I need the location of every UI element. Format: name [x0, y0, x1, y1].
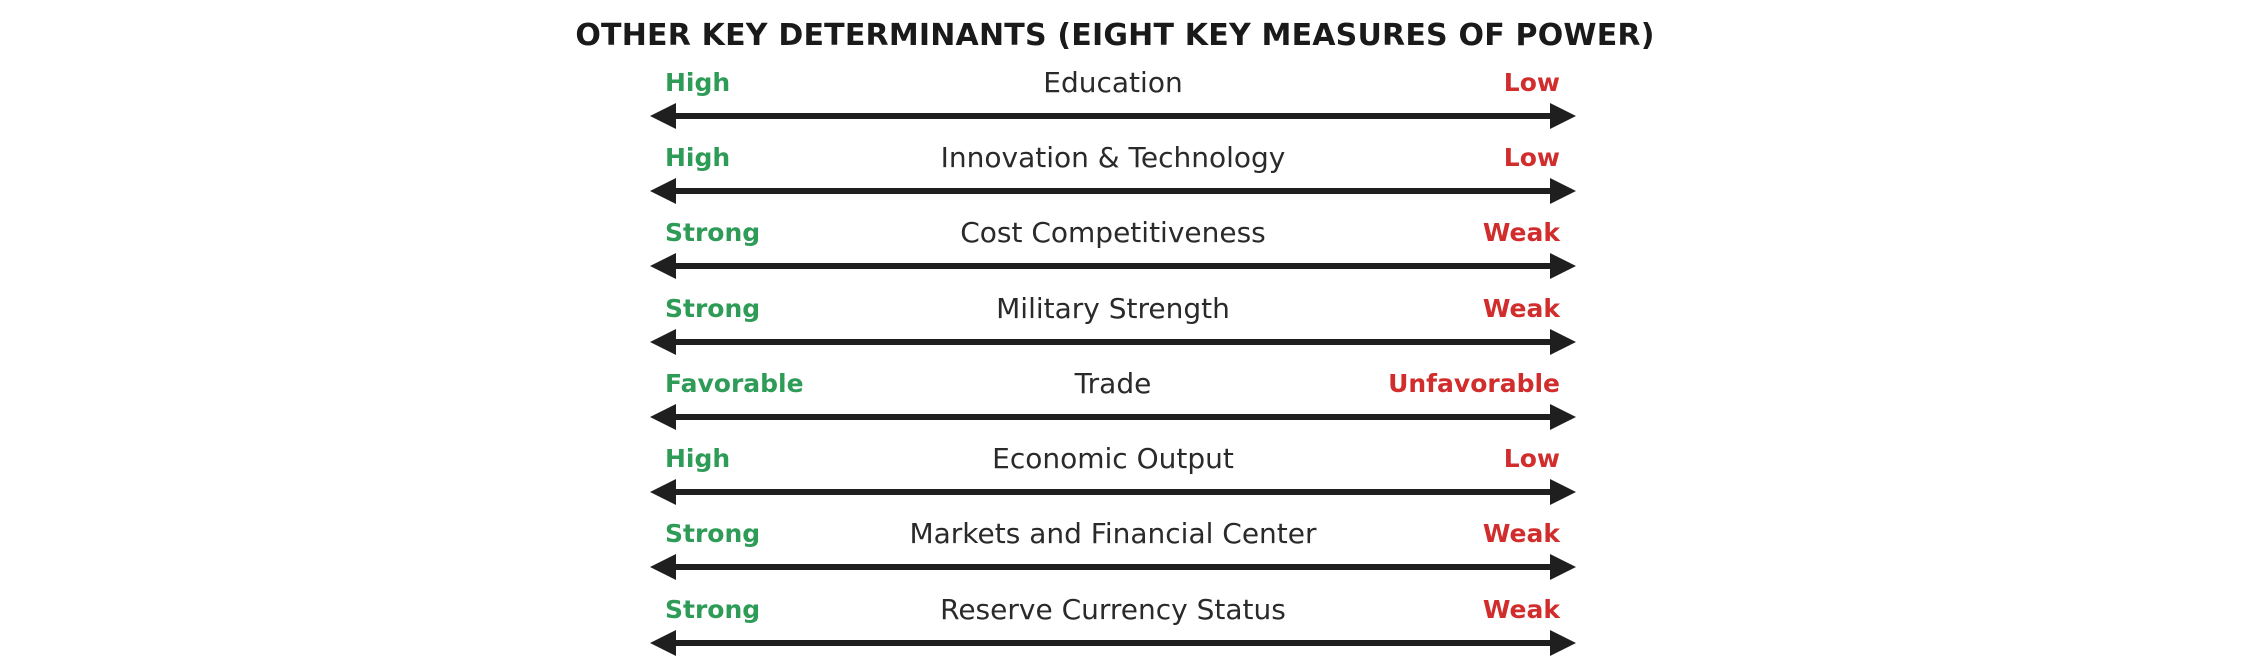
double-headed-arrow: [650, 630, 1576, 656]
double-headed-arrow: [650, 103, 1576, 129]
measure-name: Education: [1043, 66, 1183, 99]
measure-left-label: Strong: [665, 519, 761, 548]
measure-right-label: Weak: [1482, 218, 1560, 247]
measure-row-markets-financial-center: Strong Markets and Financial Center Weak: [650, 517, 1576, 587]
measure-row-education: High Education Low: [650, 66, 1576, 136]
measure-left-label: Favorable: [665, 369, 804, 398]
measure-row-economic-output: High Economic Output Low: [650, 442, 1576, 512]
measure-left-label: Strong: [665, 294, 761, 323]
measure-right-label: Low: [1503, 68, 1560, 97]
double-headed-arrow: [650, 404, 1576, 430]
measure-name: Innovation & Technology: [940, 141, 1286, 174]
measure-right-label: Low: [1503, 444, 1560, 473]
measure-name: Reserve Currency Status: [940, 593, 1286, 626]
measure-left-label: Strong: [665, 218, 761, 247]
measure-name: Cost Competitiveness: [960, 216, 1266, 249]
double-headed-arrow: [650, 178, 1576, 204]
measure-name: Trade: [1074, 367, 1152, 400]
measure-row-innovation-technology: High Innovation & Technology Low: [650, 141, 1576, 211]
measure-right-label: Unfavorable: [1388, 369, 1560, 398]
measure-right-label: Low: [1503, 143, 1560, 172]
double-headed-arrow: [650, 329, 1576, 355]
measure-left-label: High: [665, 68, 731, 97]
double-headed-arrow: [650, 479, 1576, 505]
measure-name: Military Strength: [996, 292, 1230, 325]
measure-right-label: Weak: [1482, 595, 1560, 624]
diagram-title: OTHER KEY DETERMINANTS (EIGHT KEY MEASUR…: [575, 18, 1655, 53]
measure-row-military-strength: Strong Military Strength Weak: [650, 292, 1576, 362]
measure-row-cost-competitiveness: Strong Cost Competitiveness Weak: [650, 216, 1576, 286]
measure-left-label: High: [665, 143, 731, 172]
measure-row-reserve-currency-status: Strong Reserve Currency Status Weak: [650, 593, 1576, 663]
measure-right-label: Weak: [1482, 294, 1560, 323]
measure-right-label: Weak: [1482, 519, 1560, 548]
measure-name: Economic Output: [992, 442, 1234, 475]
double-headed-arrow: [650, 554, 1576, 580]
measure-left-label: High: [665, 444, 731, 473]
measure-name: Markets and Financial Center: [909, 517, 1317, 550]
double-headed-arrow: [650, 253, 1576, 279]
measure-left-label: Strong: [665, 595, 761, 624]
measure-row-trade: Favorable Trade Unfavorable: [650, 367, 1576, 437]
